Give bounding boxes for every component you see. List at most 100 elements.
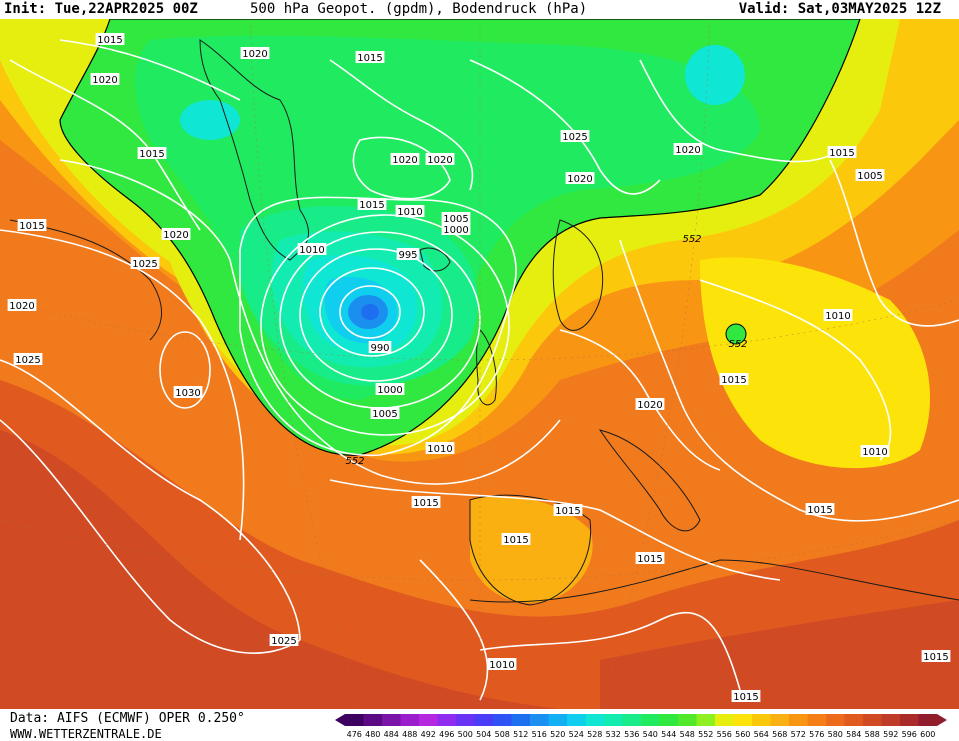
isobar-label: 1025: [13, 353, 43, 366]
isobar-label-box: [357, 198, 387, 210]
legend-tick-label: 496: [439, 730, 454, 739]
legend-swatch: [345, 714, 364, 726]
legend-swatch: [659, 714, 678, 726]
isobar-label: 1015: [137, 147, 167, 160]
isobar-label-box: [635, 552, 665, 564]
graticule: [0, 19, 959, 709]
legend-tick-label: 492: [421, 730, 436, 739]
isobar-label-text: 1010: [489, 660, 514, 671]
isobar-label: 1015: [827, 146, 857, 159]
isobar-label-text: 1005: [443, 214, 468, 225]
isobar-label-box: [425, 153, 455, 165]
north-africa-coast: [469, 559, 959, 603]
legend-tick-label: 532: [606, 730, 621, 739]
legend-arrow-right: [937, 714, 947, 726]
legend-swatch: [844, 714, 863, 726]
isobar-label-text: 1015: [97, 35, 122, 46]
legend-tick-label: 508: [495, 730, 510, 739]
isobar-label: 1015: [501, 533, 531, 546]
graticule-lon-3: [599, 19, 711, 709]
isobar-1020-greenland: [352, 136, 451, 200]
legend-swatch: [567, 714, 586, 726]
legend-tick-label: 560: [735, 730, 750, 739]
legend-tick-label: 516: [532, 730, 547, 739]
isobar-1005-east: [829, 159, 959, 327]
legend-swatch: [678, 714, 697, 726]
legend-tick-label: 548: [680, 730, 695, 739]
isobar-label: 1005: [441, 212, 471, 225]
isobar-label-box: [355, 51, 385, 63]
greenland-coast: [199, 39, 310, 261]
isobar-label: 1005: [370, 407, 400, 420]
legend-swatch: [474, 714, 493, 726]
isobar-label-text: 1030: [175, 388, 200, 399]
height-band-536-arctic: [685, 45, 745, 105]
isobar-label: 1020: [7, 299, 37, 312]
isobar-label-box: [805, 503, 835, 515]
geopotential-contour-label: 552: [728, 339, 747, 350]
isobar-label: 1000: [375, 383, 405, 396]
isobar-label-text: 1015: [555, 506, 580, 517]
isobar-label: 1000: [441, 223, 471, 236]
legend-tick-label: 564: [754, 730, 769, 739]
legend-swatch: [807, 714, 826, 726]
weather-map: 1015 1020 1015 1020 1015 1020 1020 1025 1020 1015…: [0, 19, 959, 709]
isobar-1005: [260, 214, 510, 436]
isobar-label-text: 1015: [357, 53, 382, 64]
isobar-label: 1025: [269, 634, 299, 647]
isobar-label-text: 1010: [825, 311, 850, 322]
isobar-label-box: [827, 146, 857, 158]
legend-tick-label: 576: [809, 730, 824, 739]
isobar-label-box: [396, 248, 420, 260]
isobar-label-text: 1020: [427, 155, 452, 166]
legend-arrow-left: [335, 714, 345, 726]
isobar-1020-nw: [9, 59, 201, 231]
isobar-label-text: 1000: [377, 385, 402, 396]
isobar-label: 1020: [673, 143, 703, 156]
legend-swatch: [752, 714, 771, 726]
legend-tick-label: 544: [661, 730, 676, 739]
isobar-label-text: 1005: [857, 171, 882, 182]
isobar-label: 1015: [411, 496, 441, 509]
isobar-990: [319, 267, 425, 357]
geopotential-contour-label: 552: [682, 234, 701, 245]
isobar-label: 1015: [731, 690, 761, 703]
isobar-label: 1030: [173, 386, 203, 399]
isobar-label-box: [823, 309, 853, 321]
legend-tick-label: 540: [643, 730, 658, 739]
isobar-1015-arctic: [329, 59, 474, 191]
isobar-1010-africa: [479, 611, 741, 691]
isobar-label-box: [240, 47, 270, 59]
height-band-552-cutoff: [725, 323, 747, 345]
legend-tick-label: 528: [587, 730, 602, 739]
isobar-label: 1015: [17, 219, 47, 232]
height-band-560-east: [700, 257, 930, 469]
legend-tick-label: 592: [883, 730, 898, 739]
isobar-label: 1015: [635, 552, 665, 565]
isobar-label-text: 1010: [299, 245, 324, 256]
map-title: 500 hPa Geopot. (gpdm), Bodendruck (hPa): [250, 1, 588, 17]
isobar-label-text: 1025: [562, 132, 587, 143]
isobar-label-box: [719, 373, 749, 385]
isobar-label-box: [17, 219, 47, 231]
legend-swatch: [419, 714, 438, 726]
header-bar: Init: Tue,22APR2025 00Z 500 hPa Geopot. …: [0, 0, 959, 19]
legend-swatch: [826, 714, 845, 726]
isobar-label-text: 1010: [862, 447, 887, 458]
isobar-1030: [159, 331, 211, 409]
graticule-lat-1: [0, 299, 959, 361]
legend-swatch: [382, 714, 401, 726]
legend-swatch: [456, 714, 475, 726]
legend-swatch: [622, 714, 641, 726]
isobar-label: 1015: [805, 503, 835, 516]
isobar-label: 995: [396, 248, 420, 261]
isobar-label-text: 1005: [372, 409, 397, 420]
isobar-label-box: [7, 299, 37, 311]
isobar-label: 1015: [357, 198, 387, 211]
legend-swatch: [733, 714, 752, 726]
isobar-label-box: [395, 205, 425, 217]
isobar-label-text: 1020: [163, 230, 188, 241]
height-band-568-iberia: [470, 496, 593, 603]
legend-tick-label: 580: [828, 730, 843, 739]
isobar-label-box: [390, 153, 420, 165]
